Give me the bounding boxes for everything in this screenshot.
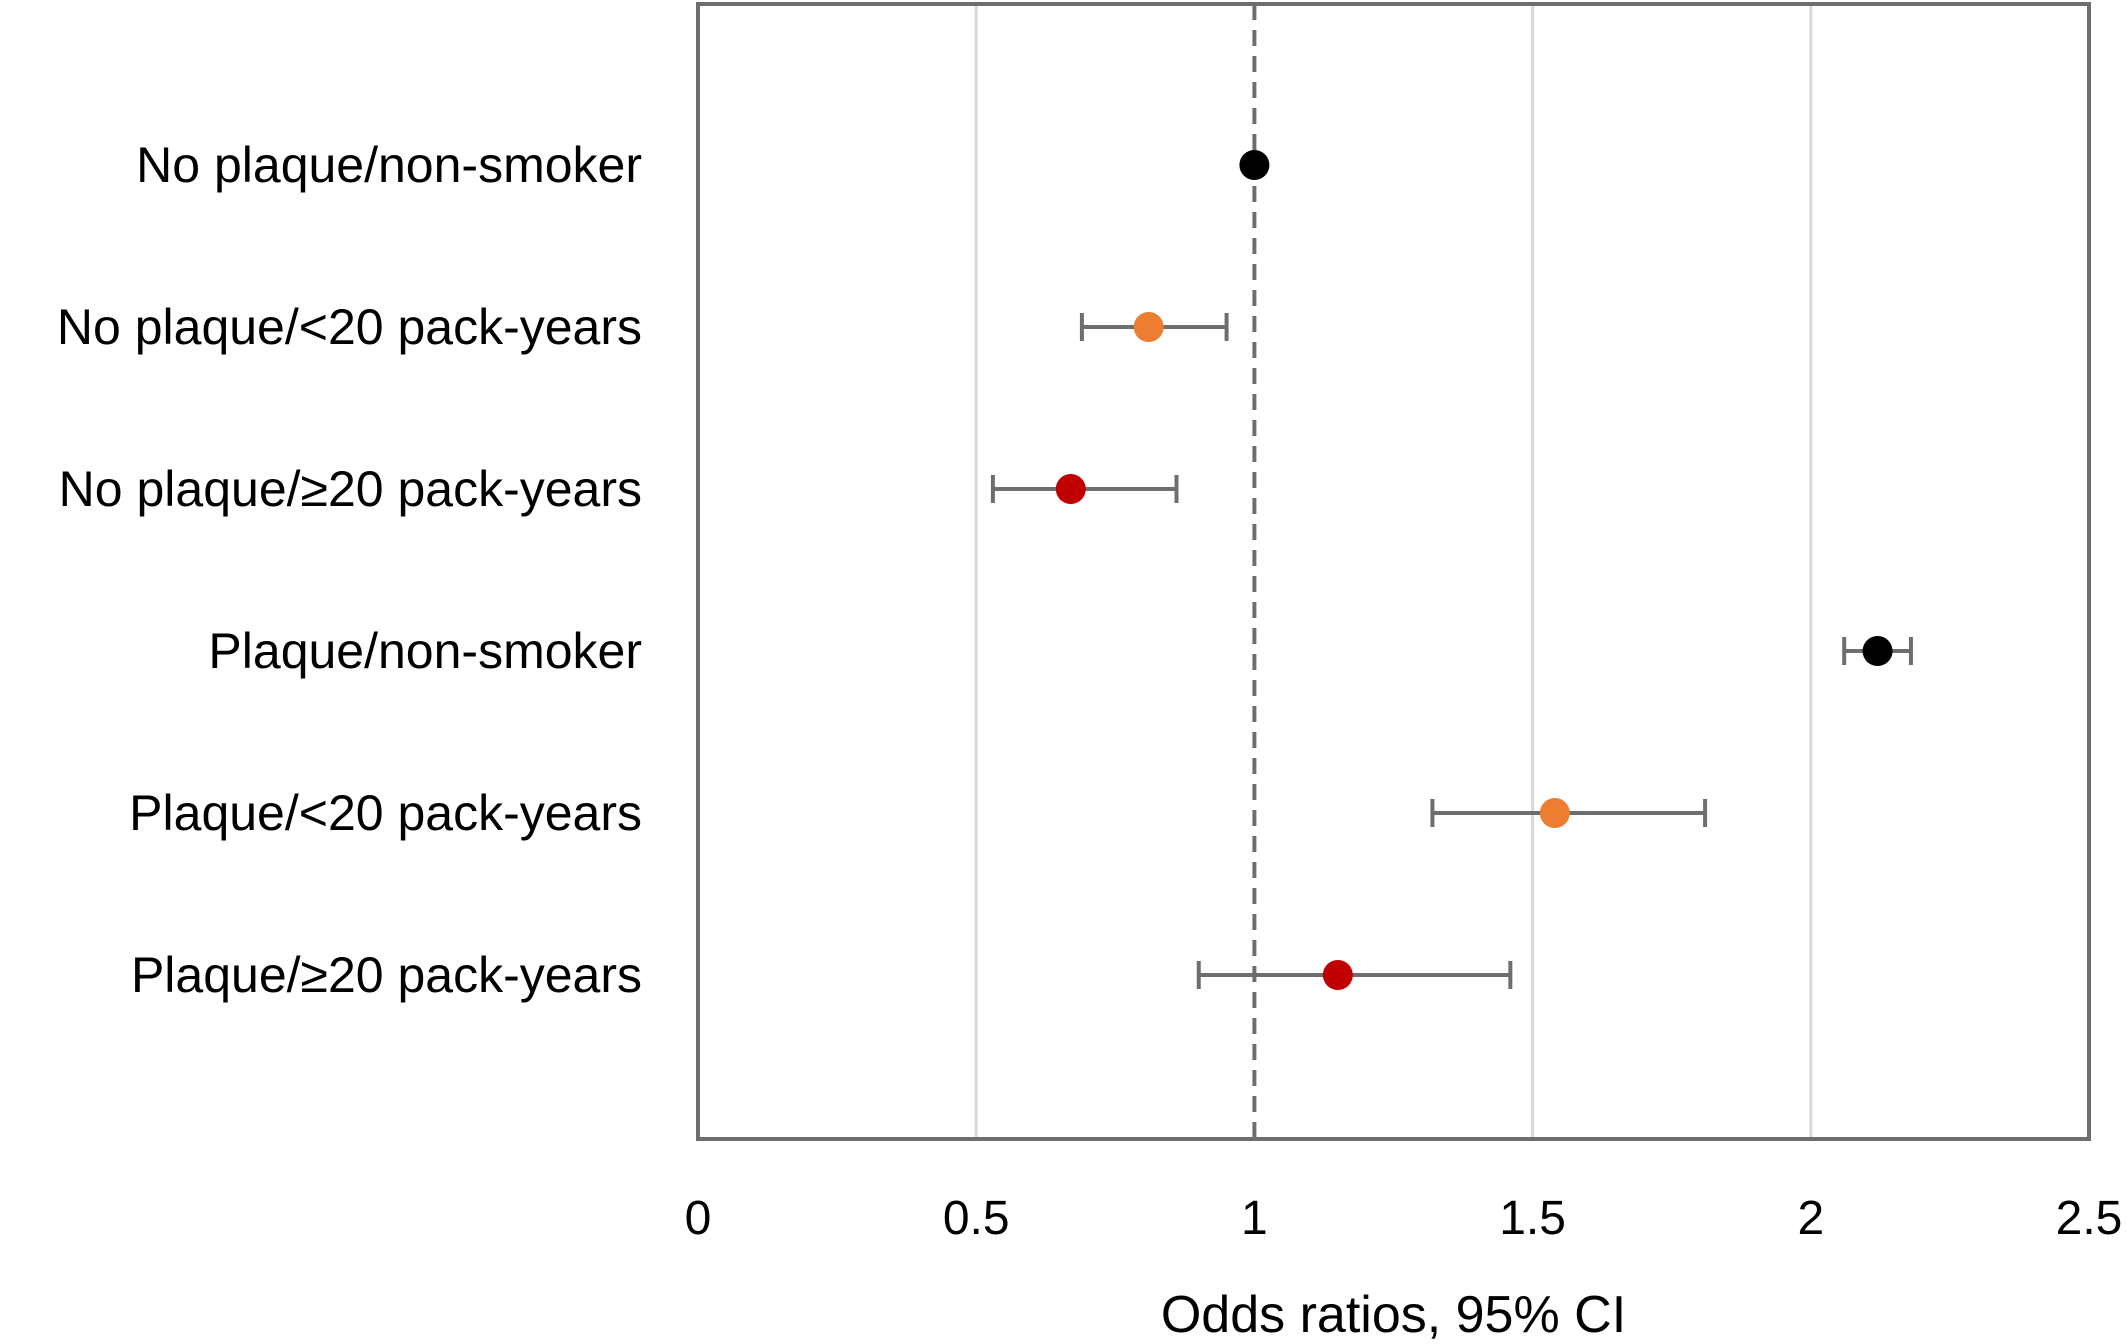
- category-label: No plaque/non-smoker: [136, 137, 642, 193]
- grid-layer: [974, 4, 1813, 1139]
- x-axis-title: Odds ratios, 95% CI: [1161, 1286, 1626, 1344]
- x-tick-label: 2: [1797, 1192, 1824, 1245]
- category-label: No plaque/≥20 pack-years: [59, 461, 642, 517]
- x-tick-label: 1: [1241, 1192, 1268, 1245]
- x-tick-label: 0: [685, 1192, 712, 1245]
- category-label: Plaque/<20 pack-years: [129, 785, 642, 841]
- odds-ratio-point: [1239, 150, 1270, 180]
- odds-ratio-point: [1133, 312, 1164, 342]
- point-layer: [1055, 150, 1893, 990]
- odds-ratio-point: [1322, 960, 1353, 990]
- x-tick-label: 0.5: [943, 1192, 1010, 1245]
- odds-ratio-point: [1862, 636, 1893, 666]
- odds-ratio-point: [1055, 474, 1086, 504]
- odds-ratio-point: [1539, 798, 1570, 828]
- category-label-layer: No plaque/non-smoker No plaque/<20 pack-y…: [57, 137, 642, 1003]
- tick-label-layer: 0 0.5 1 1.5 2 2.5: [685, 1192, 2123, 1245]
- plot-frame: [696, 2, 2091, 1141]
- category-label: No plaque/<20 pack-years: [57, 299, 642, 355]
- x-tick-label: 1.5: [1499, 1192, 1566, 1245]
- category-label: Plaque/≥20 pack-years: [131, 947, 642, 1003]
- error-bar-layer: [990, 313, 1913, 989]
- frame-layer: [696, 2, 2091, 1141]
- x-tick-label: 2.5: [2056, 1192, 2123, 1245]
- category-label: Plaque/non-smoker: [208, 623, 642, 679]
